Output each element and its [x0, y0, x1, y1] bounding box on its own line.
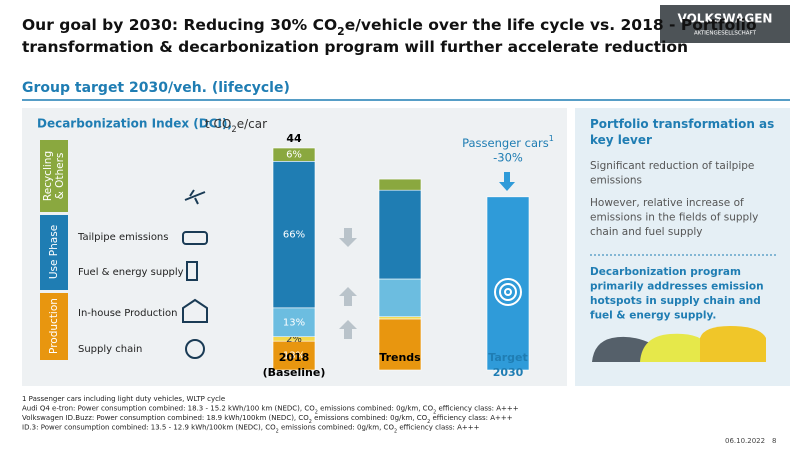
cars	[592, 326, 766, 362]
rich-text: Volkswagen ID.Buzz: Power consumption co…	[22, 414, 513, 425]
phase-band	[40, 140, 68, 212]
text-part: Volkswagen ID.Buzz: Power consumption co…	[22, 414, 309, 422]
panel-point: However, relative increase of emissions i…	[590, 197, 758, 238]
value-label: 2%	[286, 334, 302, 345]
bar-segment	[378, 316, 422, 320]
rich-text: Audi Q4 e-tron: Power consumption combin…	[22, 405, 519, 416]
value-label: 13%	[283, 351, 305, 362]
script-text: 2	[309, 419, 312, 425]
text-part: emissions combined: 0g/km, CO	[312, 414, 428, 422]
text-part: Our goal by 2030: Reducing 30% CO	[22, 16, 337, 34]
rich-text: transformation & decarbonization program…	[22, 38, 688, 56]
text-part: Passenger cars	[462, 136, 549, 150]
x-tick-label: 2018 (Baseline)	[262, 351, 326, 379]
bar-segment	[378, 318, 422, 371]
text-part: ID.3: Power consumption combined: 13.5 -…	[22, 424, 276, 432]
bar-segment	[378, 278, 422, 318]
text-part: emissions combined: 0g/km, CO	[318, 405, 434, 413]
phase-band	[40, 293, 68, 360]
chart-title: Decarbonization Index (DCI),	[37, 117, 232, 131]
panel-heading: Portfolio transformation as key lever	[590, 117, 774, 147]
rich-text: t CO2e/car	[205, 117, 267, 134]
icon-ring	[499, 283, 517, 301]
rich-text: 1 Passenger cars including light duty ve…	[22, 395, 225, 403]
panel-emphasis: Decarbonization program primarily address…	[590, 266, 764, 322]
x-tick-label: Trends	[379, 351, 421, 364]
bar-segment	[378, 189, 422, 280]
script-text: 2	[394, 428, 397, 434]
value-label: 6%	[286, 150, 302, 161]
text-part: t CO	[205, 117, 231, 131]
script-text: 2	[427, 419, 430, 425]
icon-ring	[494, 278, 522, 306]
text-part: efficiency class: A+++	[436, 405, 519, 413]
panel-point: Significant reduction of tailpipe emissio…	[590, 160, 754, 187]
row-label: In-house Production	[78, 308, 177, 319]
bar-segment	[272, 307, 316, 337]
target-icon	[494, 278, 522, 306]
trend-arrows	[339, 172, 515, 339]
logo-box	[660, 5, 790, 43]
row-label: Tailpipe emissions	[77, 232, 168, 243]
rich-text: Passenger cars1	[462, 134, 554, 150]
phase-label: Recycling& Others	[42, 151, 66, 201]
bar-segment	[378, 178, 422, 191]
phase-label: Use Phase	[48, 225, 60, 279]
phase-band	[40, 215, 68, 290]
value-label: 13%	[283, 317, 305, 328]
text-part: Audi Q4 e-tron: Power consumption combin…	[22, 405, 315, 413]
script-text: 2	[231, 124, 236, 134]
value-label: 66%	[283, 230, 305, 241]
bar-segment	[272, 161, 316, 309]
phase-label: Production	[48, 298, 60, 354]
text-part: e/car	[237, 117, 267, 131]
script-text: 1	[549, 134, 554, 143]
date: 06.10.2022	[725, 437, 765, 445]
bar-segment	[272, 340, 316, 371]
text-part: 1 Passenger cars including light duty ve…	[22, 395, 225, 403]
text-part: transformation & decarbonization program…	[22, 38, 688, 56]
logo: VOLKSWAGEN	[678, 12, 773, 26]
rich-text: Our goal by 2030: Reducing 30% CO2e/vehi…	[22, 16, 757, 38]
bar-segment	[272, 147, 316, 162]
text-part: efficiency class: A+++	[430, 414, 513, 422]
rich-text: ID.3: Power consumption combined: 13.5 -…	[22, 424, 480, 435]
script-text: 2	[433, 409, 436, 415]
total-label: 44	[286, 132, 302, 145]
row-label: Supply chain	[78, 344, 142, 355]
script-text: 2	[315, 409, 318, 415]
script-text: 2	[337, 25, 345, 38]
script-text: 2	[276, 428, 279, 434]
text-part: emissions combined: 0g/km, CO	[279, 424, 395, 432]
icons	[182, 189, 208, 359]
icon-ring	[504, 288, 512, 296]
logo-sub: AKTIENGESELLSCHAFT	[694, 31, 757, 37]
page-number: 8	[772, 437, 776, 445]
annotation: -30%	[493, 151, 523, 165]
text-part: efficiency class: A+++	[397, 424, 480, 432]
x-tick-label: Target 2030	[488, 351, 528, 379]
section-title: Group target 2030/veh. (lifecycle)	[22, 80, 290, 96]
text-part: e/vehicle over the life cycle vs. 2018 -…	[345, 16, 757, 34]
row-label: Fuel & energy supply	[78, 267, 184, 278]
